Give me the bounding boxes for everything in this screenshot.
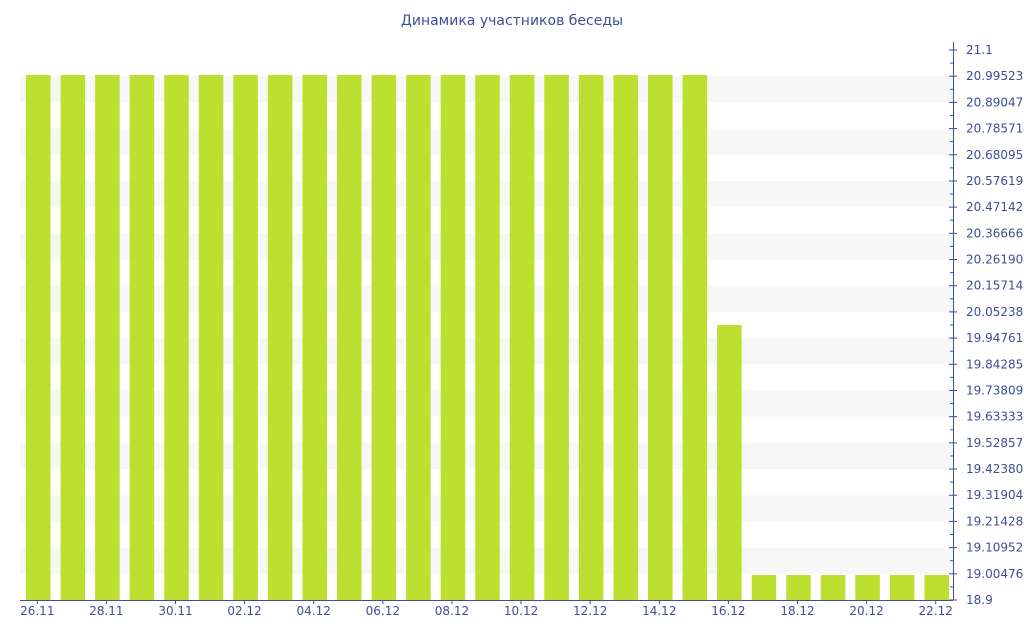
bar-30.11	[164, 75, 189, 600]
y-tick-label: 19.214285	[966, 514, 1024, 528]
y-tick-label: 20.052380	[966, 305, 1024, 319]
bar-19.12	[820, 575, 846, 600]
y-tick-label: 19.319047	[966, 488, 1024, 502]
bar-29.11	[129, 75, 155, 600]
bar-13.12	[613, 75, 638, 600]
bar-27.11	[60, 75, 86, 600]
y-tick-label: 20.890476	[966, 95, 1024, 109]
x-tick-label: 30.11	[158, 604, 192, 618]
bar-26.11	[26, 75, 51, 600]
chart-title: Динамика участников беседы	[400, 13, 624, 29]
y-tick-label: 19.109523	[966, 541, 1024, 555]
bar-09.12	[475, 75, 500, 600]
bar-28.11	[95, 75, 120, 600]
bar-06.12	[371, 75, 397, 600]
x-tick-label: 20.12	[849, 604, 883, 618]
x-tick-label: 26.11	[20, 604, 54, 618]
bar-16.12	[717, 325, 742, 600]
bar-01.12	[198, 75, 224, 600]
bar-22.12	[924, 575, 949, 600]
x-tick-label: 10.12	[504, 604, 538, 618]
bar-08.12	[440, 75, 466, 600]
bar-14.12	[648, 75, 673, 600]
y-tick-label: 19.738095	[966, 383, 1024, 397]
y-tick-label: 19.633333	[966, 410, 1024, 424]
bar-10.12	[509, 75, 535, 600]
bar-12.12	[578, 75, 604, 600]
x-tick-label: 28.11	[89, 604, 123, 618]
x-tick-label: 02.12	[227, 604, 261, 618]
y-tick-label: 20.471428	[966, 200, 1024, 214]
y-tick-label: 20.785714	[966, 122, 1024, 136]
bar-07.12	[406, 75, 431, 600]
bar-20.12	[855, 575, 880, 600]
y-tick-label: 19.842857	[966, 357, 1024, 371]
x-tick-label: 12.12	[573, 604, 607, 618]
x-tick-label: 08.12	[435, 604, 469, 618]
x-tick-label: 18.12	[780, 604, 814, 618]
bar-15.12	[682, 75, 708, 600]
bar-17.12	[751, 575, 777, 600]
x-tick-label: 14.12	[642, 604, 676, 618]
y-tick-label: 19.423809	[966, 462, 1024, 476]
y-tick-label: 18.9	[966, 593, 993, 607]
bar-18.12	[786, 575, 811, 600]
bar-05.12	[337, 75, 362, 600]
y-tick-label: 21.1	[966, 43, 993, 57]
x-tick-label: 22.12	[919, 604, 953, 618]
bar-21.12	[889, 575, 915, 600]
bar-04.12	[302, 75, 327, 600]
x-tick-label: 04.12	[297, 604, 331, 618]
bar-03.12	[267, 75, 293, 600]
bar-11.12	[544, 75, 569, 600]
x-tick-label: 06.12	[366, 604, 400, 618]
y-tick-label: 19.947619	[966, 331, 1024, 345]
x-tick-label: 16.12	[711, 604, 745, 618]
y-tick-label: 20.995238	[966, 69, 1024, 83]
bar-02.12	[233, 75, 258, 600]
y-tick-label: 20.366666	[966, 226, 1024, 240]
y-tick-label: 20.261904	[966, 253, 1024, 267]
y-tick-label: 20.576190	[966, 174, 1024, 188]
